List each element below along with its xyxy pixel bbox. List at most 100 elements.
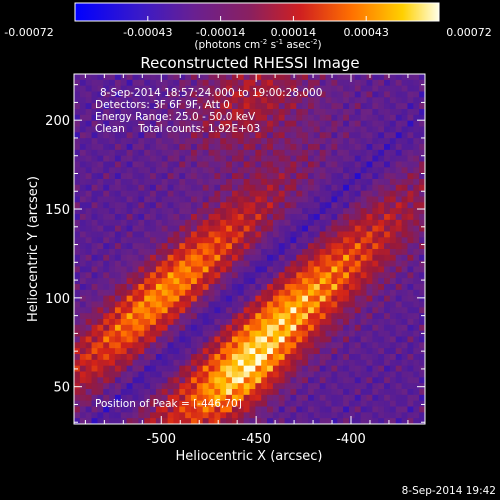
heatmap-cell — [366, 85, 373, 92]
plot-timestamp: 8-Sep-2014 19:42 — [402, 485, 496, 497]
heatmap-cell — [173, 260, 180, 267]
heatmap-cell — [79, 289, 87, 297]
heatmap-cell — [196, 354, 204, 361]
heatmap-cell — [243, 365, 250, 372]
heatmap-cell — [372, 243, 379, 250]
heatmap-cell — [97, 272, 104, 279]
heatmap-cell — [120, 196, 128, 203]
heatmap-cell — [325, 149, 332, 157]
heatmap-cell — [401, 167, 408, 174]
heatmap-cell — [296, 179, 303, 186]
heatmap-cell — [243, 103, 250, 110]
heatmap-cell — [348, 144, 356, 151]
heatmap-cell — [114, 336, 122, 343]
heatmap-cell — [138, 342, 145, 349]
heatmap-cell — [185, 179, 192, 186]
heatmap-cell — [202, 167, 209, 174]
heatmap-cell — [97, 74, 104, 81]
heatmap-cell — [366, 79, 373, 87]
heatmap-cell — [208, 126, 215, 133]
heatmap-cell — [155, 138, 163, 145]
heatmap-cell — [243, 284, 250, 291]
heatmap-cell — [308, 167, 315, 174]
heatmap-cell — [319, 324, 326, 332]
heatmap-cell — [220, 389, 227, 396]
heatmap-cell — [179, 266, 186, 273]
heatmap-cell — [91, 313, 98, 320]
heatmap-cell — [161, 74, 168, 81]
heatmap-cell — [372, 348, 379, 355]
heatmap-cell — [226, 301, 233, 308]
heatmap-cell — [308, 354, 315, 361]
heatmap-cell — [302, 196, 309, 203]
heatmap-cell — [179, 284, 186, 291]
heatmap-cell — [97, 85, 104, 92]
heatmap-cell — [155, 231, 163, 238]
heatmap-cell — [319, 114, 326, 122]
heatmap-cell — [138, 190, 145, 197]
heatmap-cell — [325, 91, 332, 98]
heatmap-cell — [208, 371, 215, 378]
heatmap-cell — [290, 301, 297, 308]
heatmap-cell — [267, 406, 274, 413]
heatmap-cell — [296, 307, 303, 314]
heatmap-cell — [296, 184, 303, 192]
heatmap-cell — [126, 190, 133, 197]
heatmap-cell — [389, 190, 397, 197]
heatmap-cell — [343, 85, 350, 92]
heatmap-cell — [354, 260, 362, 267]
heatmap-cell — [372, 319, 379, 326]
heatmap-cell — [91, 354, 98, 361]
heatmap-cell — [290, 295, 297, 302]
heatmap-cell — [343, 237, 350, 244]
heatmap-cell — [313, 389, 321, 396]
heatmap-cell — [161, 149, 168, 157]
heatmap-cell — [278, 278, 285, 285]
heatmap-cell — [384, 214, 391, 221]
heatmap-cell — [85, 324, 92, 332]
heatmap-cell — [109, 330, 116, 337]
heatmap-cell — [308, 126, 315, 133]
heatmap-cell — [325, 202, 332, 209]
heatmap-cell — [103, 190, 110, 197]
heatmap-cell — [360, 266, 367, 273]
heatmap-cell — [272, 284, 280, 291]
heatmap-cell — [413, 184, 420, 192]
heatmap-cell — [343, 103, 350, 110]
heatmap-cell — [226, 190, 233, 197]
heatmap-cell — [91, 412, 98, 419]
heatmap-cell — [155, 313, 163, 320]
heatmap-cell — [278, 126, 285, 133]
heatmap-cell — [272, 237, 280, 244]
heatmap-cell — [196, 103, 204, 110]
heatmap-cell — [91, 208, 98, 215]
heatmap-cell — [85, 184, 92, 192]
heatmap-cell — [114, 418, 122, 424]
heatmap-cell — [196, 173, 204, 180]
heatmap-cell — [319, 342, 326, 349]
heatmap-cell — [167, 295, 174, 302]
heatmap-cell — [348, 348, 356, 355]
heatmap-cell — [167, 138, 174, 145]
heatmap-cell — [191, 231, 198, 238]
heatmap-cell — [79, 400, 87, 407]
heatmap-cell — [220, 254, 227, 262]
heatmap-cell — [150, 359, 157, 367]
heatmap-cell — [79, 103, 87, 110]
heatmap-cell — [296, 289, 303, 297]
heatmap-cell — [208, 348, 215, 355]
heatmap-cell — [91, 237, 98, 244]
heatmap-cell — [79, 190, 87, 197]
heatmap-cell — [138, 225, 145, 232]
heatmap-cell — [360, 418, 367, 424]
heatmap-cell — [272, 348, 280, 355]
heatmap-cell — [343, 377, 350, 384]
heatmap-cell — [109, 103, 116, 110]
heatmap-cell — [407, 389, 414, 396]
heatmap-cell — [91, 371, 98, 378]
heatmap-cell — [284, 114, 291, 122]
heatmap-cell — [150, 167, 157, 174]
heatmap-cell — [91, 184, 98, 192]
heatmap-cell — [378, 132, 385, 139]
heatmap-cell — [74, 109, 81, 116]
